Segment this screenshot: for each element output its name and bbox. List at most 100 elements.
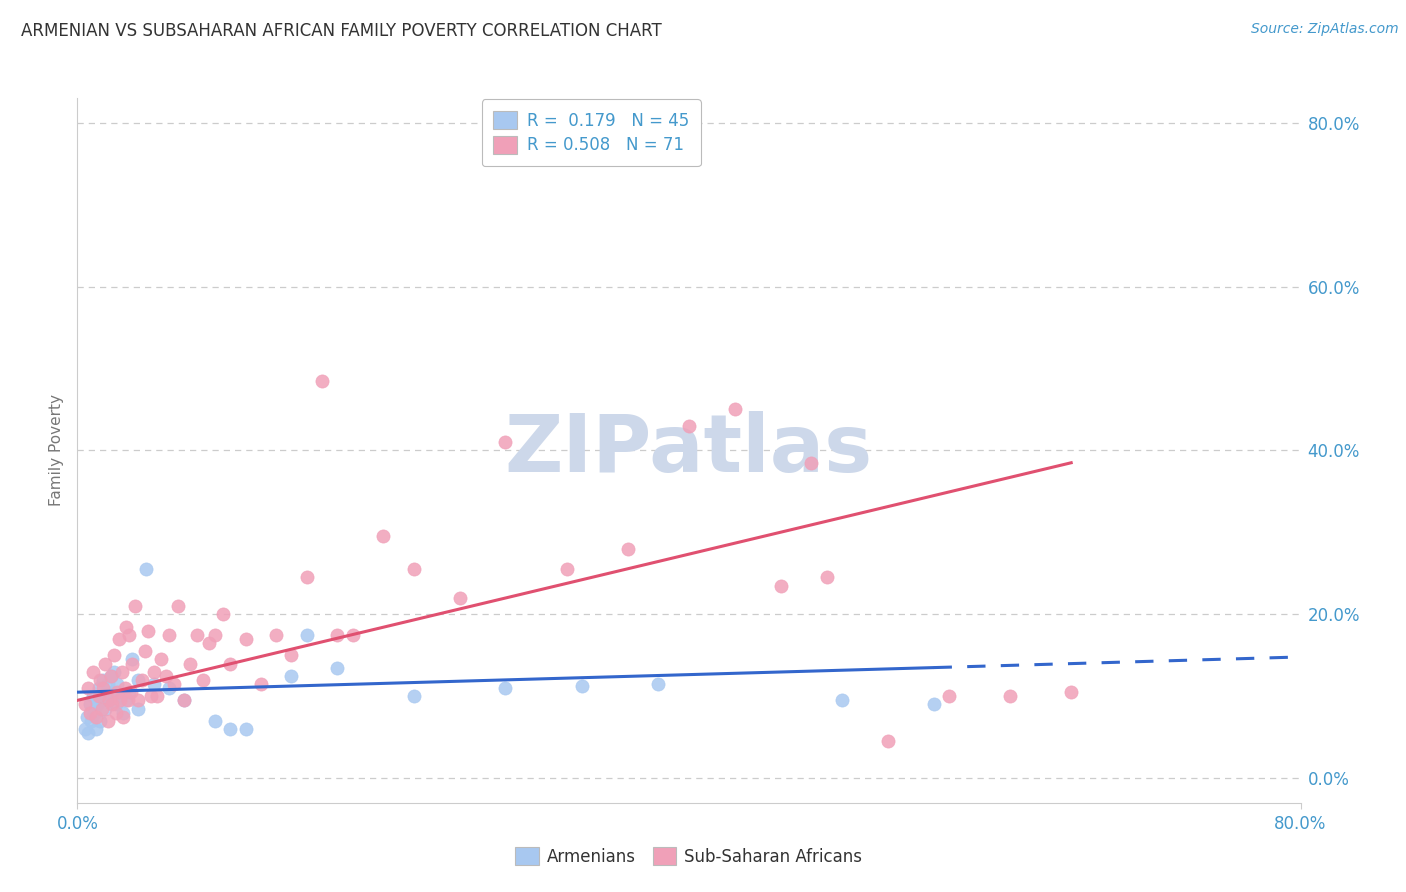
Point <box>724 402 747 417</box>
Point <box>326 660 349 674</box>
Point <box>105 677 128 691</box>
Point <box>146 690 169 704</box>
Point <box>280 669 302 683</box>
Point <box>186 628 208 642</box>
Point <box>250 677 273 691</box>
Point <box>264 628 287 642</box>
Point <box>831 693 853 707</box>
Point <box>118 685 141 699</box>
Point <box>135 562 157 576</box>
Point <box>117 693 139 707</box>
Point <box>157 628 180 642</box>
Point <box>103 648 125 663</box>
Point <box>90 693 112 707</box>
Point <box>114 681 136 695</box>
Point <box>115 619 138 633</box>
Point <box>555 562 578 576</box>
Point <box>142 677 165 691</box>
Point <box>142 665 165 679</box>
Point <box>89 714 111 728</box>
Point <box>204 714 226 728</box>
Point <box>157 681 180 695</box>
Point <box>371 529 394 543</box>
Point <box>326 628 349 642</box>
Point <box>90 701 112 715</box>
Point <box>101 685 124 699</box>
Point <box>120 685 142 699</box>
Point <box>79 706 101 720</box>
Point <box>108 690 131 704</box>
Text: ZIPatlas: ZIPatlas <box>505 411 873 490</box>
Point <box>163 677 186 691</box>
Point <box>204 628 226 642</box>
Legend: Armenians, Sub-Saharan Africans: Armenians, Sub-Saharan Africans <box>505 837 873 876</box>
Point <box>111 665 134 679</box>
Point <box>97 714 120 728</box>
Point <box>121 652 143 666</box>
Point <box>80 714 103 728</box>
Point <box>235 722 257 736</box>
Point <box>108 693 131 707</box>
Point <box>134 644 156 658</box>
Point <box>167 599 190 614</box>
Point <box>198 636 221 650</box>
Point <box>82 690 104 704</box>
Point <box>173 693 195 707</box>
Point <box>115 693 138 707</box>
Point <box>342 628 364 642</box>
Point <box>495 681 517 695</box>
Point <box>235 632 257 646</box>
Point <box>94 701 117 715</box>
Point <box>173 693 195 707</box>
Point <box>97 677 120 691</box>
Point <box>77 726 100 740</box>
Point <box>100 669 122 683</box>
Point <box>84 710 107 724</box>
Point <box>83 706 105 720</box>
Point <box>105 685 128 699</box>
Point <box>96 685 118 699</box>
Point <box>402 690 425 704</box>
Point <box>77 681 100 695</box>
Point <box>139 690 162 704</box>
Point <box>219 657 242 671</box>
Point <box>87 690 110 704</box>
Point <box>73 698 96 712</box>
Point <box>876 734 898 748</box>
Point <box>89 673 111 687</box>
Point <box>211 607 233 622</box>
Point <box>938 690 960 704</box>
Point <box>295 628 318 642</box>
Point <box>678 418 700 433</box>
Point <box>91 681 114 695</box>
Point <box>101 698 124 712</box>
Point <box>86 698 108 712</box>
Point <box>124 599 146 614</box>
Point <box>800 456 823 470</box>
Point <box>103 665 125 679</box>
Point <box>98 693 121 707</box>
Point <box>107 632 129 646</box>
Point <box>98 693 121 707</box>
Point <box>402 562 425 576</box>
Point <box>118 628 141 642</box>
Point <box>112 710 135 724</box>
Point <box>91 673 114 687</box>
Point <box>94 657 117 671</box>
Point <box>191 673 214 687</box>
Text: Source: ZipAtlas.com: Source: ZipAtlas.com <box>1251 22 1399 37</box>
Point <box>150 652 173 666</box>
Point <box>922 698 945 712</box>
Point <box>311 374 333 388</box>
Point <box>104 706 127 720</box>
Point <box>128 701 150 715</box>
Point <box>1060 685 1083 699</box>
Point <box>280 648 302 663</box>
Point <box>495 435 517 450</box>
Point <box>79 698 101 712</box>
Point <box>136 624 159 638</box>
Point <box>769 579 792 593</box>
Point <box>82 665 104 679</box>
Point <box>449 591 471 605</box>
Point <box>815 570 838 584</box>
